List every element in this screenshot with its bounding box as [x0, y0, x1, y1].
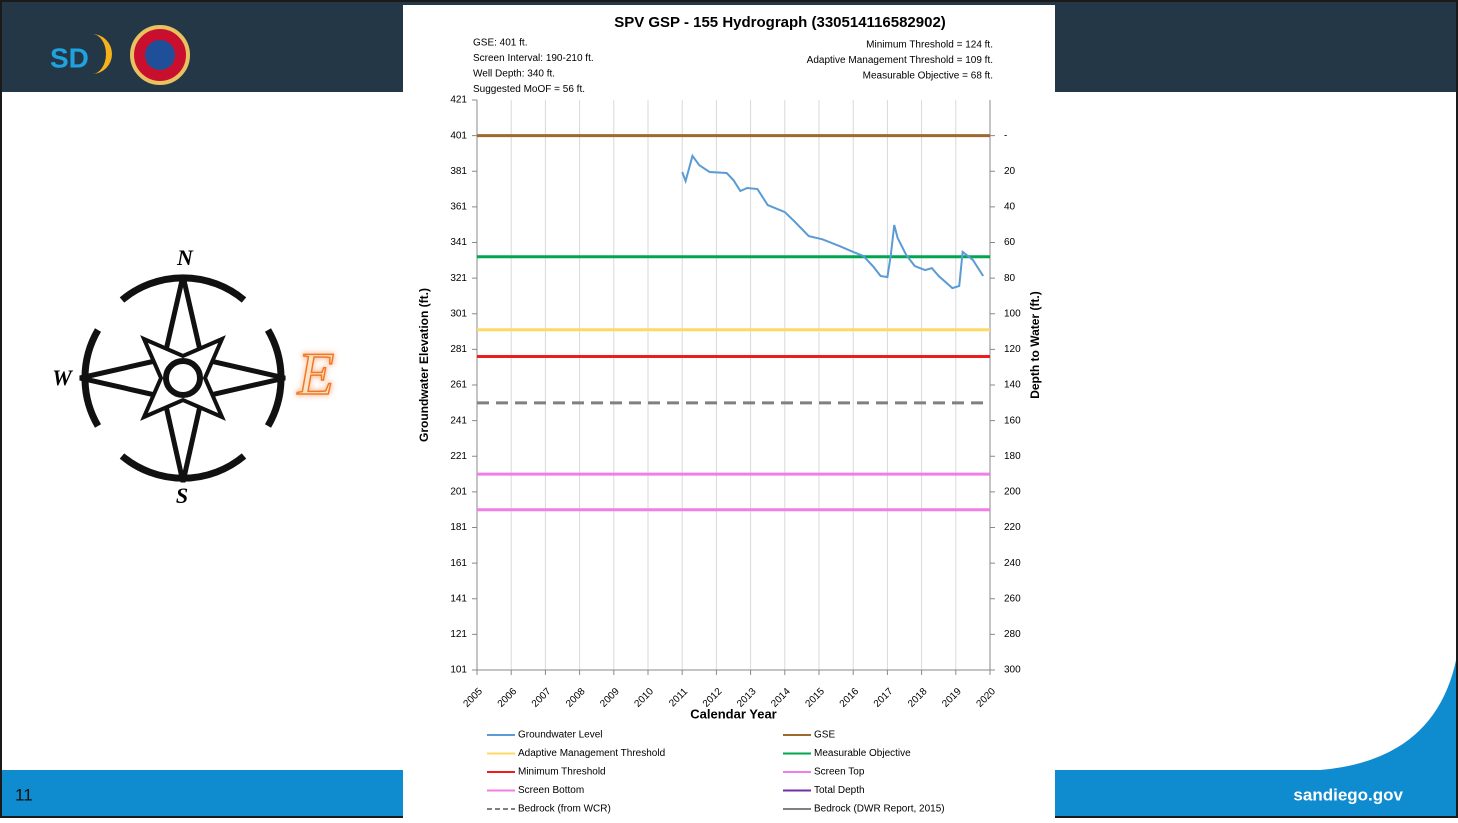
- legend-label: Screen Bottom: [518, 785, 584, 796]
- y2-tick-label: 120: [1004, 344, 1021, 355]
- y-tick-label: 101: [450, 665, 467, 676]
- compass-north: N: [176, 245, 194, 270]
- y2-tick-label: 140: [1004, 380, 1021, 391]
- y-tick-label: 341: [450, 237, 467, 248]
- compass-west: W: [52, 365, 73, 390]
- legend-label: Total Depth: [814, 785, 865, 796]
- chart-title: SPV GSP - 155 Hydrograph (33051411658290…: [614, 14, 946, 31]
- y-tick-label: 121: [450, 629, 467, 640]
- y2-axis-label: Depth to Water (ft.): [1028, 291, 1042, 399]
- legend-label: Groundwater Level: [518, 730, 603, 741]
- legend-label: Minimum Threshold: [518, 767, 606, 778]
- legend-label: Bedrock (from WCR): [518, 804, 611, 815]
- annotation: Suggested MoOF = 56 ft.: [473, 84, 585, 95]
- page-number: 11: [15, 785, 33, 804]
- logo: SD: [50, 42, 89, 73]
- y2-tick-label: 240: [1004, 558, 1021, 569]
- y-tick-label: 181: [450, 522, 467, 533]
- y-tick-label: 421: [450, 95, 467, 106]
- annotation: Adaptive Management Threshold = 109 ft.: [807, 55, 993, 66]
- y-tick-label: 141: [450, 593, 467, 604]
- y2-tick-label: 180: [1004, 451, 1021, 462]
- footer-curve: [1320, 650, 1458, 770]
- legend-label: Screen Top: [814, 767, 865, 778]
- y2-tick-label: 220: [1004, 522, 1021, 533]
- y-tick-label: 321: [450, 273, 467, 284]
- y-axis-label: Groundwater Elevation (ft.): [417, 288, 431, 442]
- compass-hub: [163, 358, 203, 398]
- y2-tick-label: 200: [1004, 487, 1021, 498]
- legend-label: GSE: [814, 730, 835, 741]
- y-tick-label: 301: [450, 308, 467, 319]
- y2-tick-label: 300: [1004, 665, 1021, 676]
- y2-tick-label: 20: [1004, 166, 1016, 177]
- chart: SPV GSP - 155 Hydrograph (33051411658290…: [417, 14, 1042, 815]
- legend-label: Measurable Objective: [814, 748, 911, 759]
- compass-east: E: [297, 341, 335, 407]
- y2-tick-label: 80: [1004, 273, 1016, 284]
- y2-tick-label: 100: [1004, 308, 1021, 319]
- y2-tick-label: 160: [1004, 415, 1021, 426]
- y-tick-label: 221: [450, 451, 467, 462]
- y-tick-label: 281: [450, 344, 467, 355]
- annotation: Measurable Objective = 68 ft.: [863, 71, 993, 82]
- y-tick-label: 261: [450, 380, 467, 391]
- y-tick-label: 401: [450, 130, 467, 141]
- y-tick-label: 161: [450, 558, 467, 569]
- y-tick-label: 201: [450, 487, 467, 498]
- county-seal-center: [145, 40, 175, 70]
- annotation: Well Depth: 340 ft.: [473, 69, 555, 80]
- logo-sun: [92, 34, 112, 74]
- legend-label: Adaptive Management Threshold: [518, 748, 665, 759]
- y2-tick-label: -: [1004, 130, 1007, 141]
- y2-tick-label: 260: [1004, 593, 1021, 604]
- y-tick-label: 241: [450, 415, 467, 426]
- y2-tick-label: 60: [1004, 237, 1016, 248]
- footer-url: sandiego.gov: [1293, 785, 1403, 804]
- annotation: Minimum Threshold = 124 ft.: [866, 40, 993, 51]
- plot-area: [477, 134, 990, 512]
- series-line: [681, 153, 985, 290]
- compass: [79, 274, 286, 483]
- y-tick-label: 361: [450, 202, 467, 213]
- y-tick-label: 381: [450, 166, 467, 177]
- x-axis-label: Calendar Year: [690, 706, 776, 721]
- annotation: GSE: 401 ft.: [473, 38, 527, 49]
- y2-tick-label: 280: [1004, 629, 1021, 640]
- compass-south: S: [176, 483, 188, 508]
- y2-tick-label: 40: [1004, 202, 1016, 213]
- legend-label: Bedrock (DWR Report, 2015): [814, 804, 945, 815]
- annotation: Screen Interval: 190-210 ft.: [473, 53, 594, 64]
